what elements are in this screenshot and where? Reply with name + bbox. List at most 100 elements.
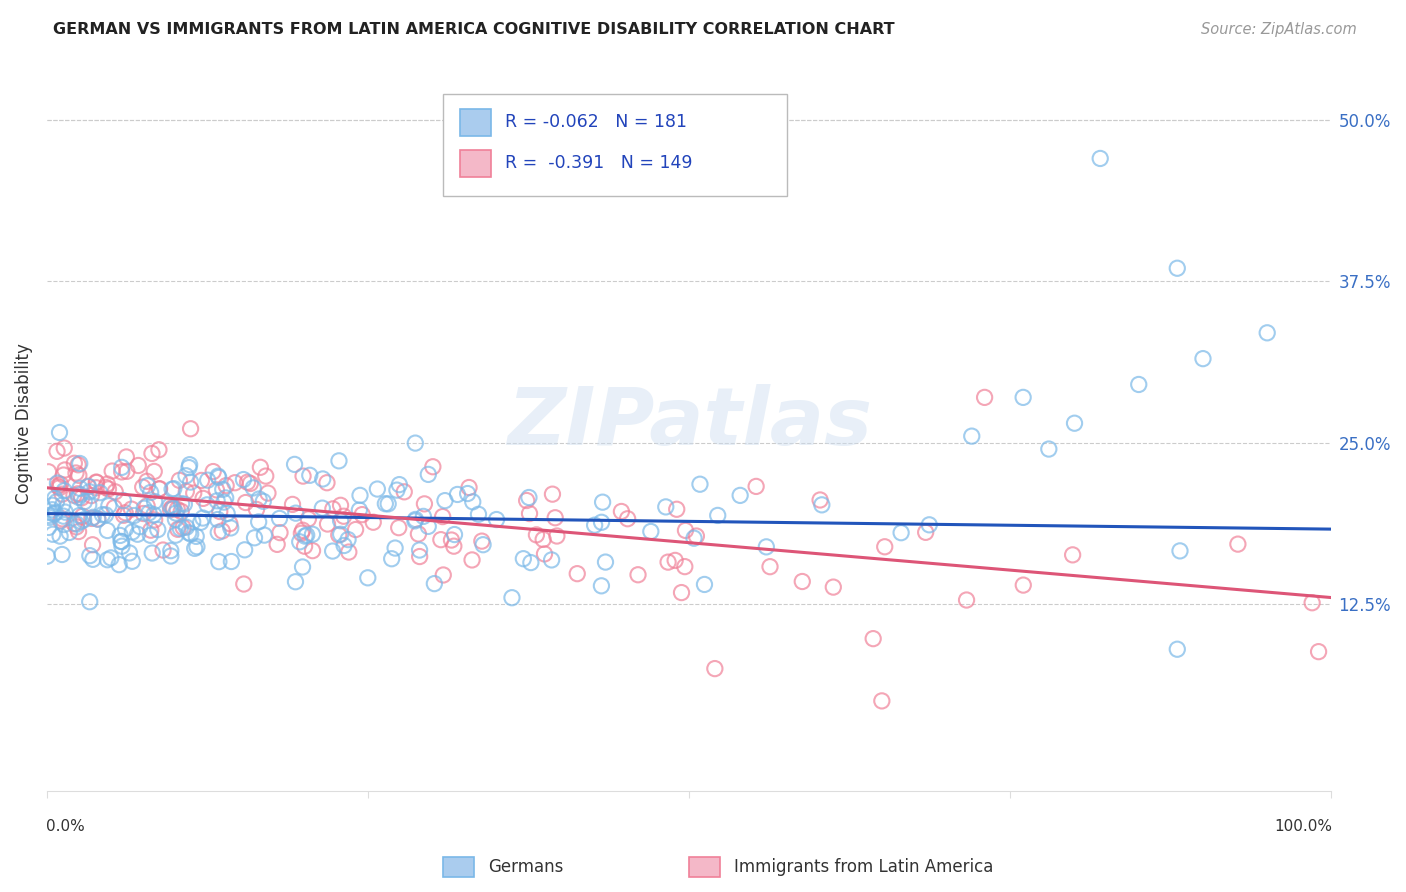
Point (53, 505, 76, 519)
Point (165, 506, 187, 520)
Point (432, 568, 454, 582)
Point (53, 483, 76, 498)
Point (159, 549, 181, 563)
Point (526, 528, 548, 542)
Text: R = -0.062   N = 181: R = -0.062 N = 181 (505, 113, 686, 131)
Point (114, 506, 136, 520)
Point (49, 477, 72, 491)
Point (485, 512, 508, 526)
Point (457, 486, 479, 500)
Point (311, 501, 333, 516)
Point (65, 520, 87, 534)
Point (66, 487, 89, 501)
Point (53, 517, 76, 532)
Point (166, 522, 188, 536)
Point (170, 504, 193, 518)
Point (121, 524, 143, 539)
Point (377, 497, 399, 511)
Point (165, 512, 187, 526)
Point (404, 514, 426, 528)
Point (316, 475, 339, 490)
Point (408, 549, 430, 564)
Point (49, 529, 72, 543)
Point (82, 552, 104, 566)
Point (108, 528, 131, 542)
Point (139, 485, 162, 500)
Point (121, 554, 143, 568)
Point (67, 524, 90, 539)
Point (77, 498, 100, 512)
Point (163, 501, 186, 516)
Point (122, 508, 145, 523)
Point (38, 510, 60, 524)
Point (703, 662, 725, 676)
Point (79, 549, 101, 563)
Point (665, 502, 688, 516)
Point (80, 511, 103, 525)
Point (82, 538, 104, 552)
Point (533, 547, 555, 561)
Point (374, 497, 396, 511)
Point (79, 484, 101, 499)
Point (811, 498, 834, 512)
Point (134, 501, 156, 516)
Point (284, 574, 307, 589)
Point (418, 519, 440, 533)
Point (142, 508, 165, 522)
Point (627, 567, 650, 582)
Point (512, 551, 534, 566)
Point (357, 571, 380, 585)
Point (567, 566, 589, 581)
Point (232, 577, 254, 591)
Point (212, 495, 235, 509)
Point (312, 472, 335, 486)
Point (191, 511, 214, 525)
Point (177, 460, 200, 475)
Point (127, 458, 149, 473)
Point (46, 444, 69, 458)
Point (48, 481, 70, 495)
Point (291, 523, 314, 537)
Point (44, 491, 66, 506)
Point (48, 425, 70, 440)
Point (322, 544, 344, 558)
Point (284, 458, 307, 472)
Point (388, 477, 411, 491)
Point (501, 591, 523, 605)
Point (610, 504, 633, 518)
Point (1128, 377, 1150, 392)
Point (443, 527, 465, 541)
Point (139, 523, 162, 537)
Point (183, 541, 205, 556)
Point (301, 527, 323, 541)
Point (38, 520, 60, 534)
Point (1090, 152, 1112, 166)
Point (94, 508, 117, 522)
Point (67, 468, 90, 483)
Point (344, 523, 367, 537)
Point (97, 482, 120, 496)
Point (1166, 642, 1188, 657)
Point (114, 522, 136, 536)
Point (443, 539, 465, 553)
Point (146, 523, 169, 537)
Point (67, 458, 90, 472)
Point (94, 480, 117, 494)
Point (42, 507, 65, 521)
Point (960, 429, 983, 443)
Point (208, 555, 231, 569)
Point (89, 485, 111, 500)
Point (115, 450, 138, 464)
Point (87, 512, 110, 526)
Point (423, 576, 446, 591)
Point (792, 574, 814, 589)
Point (461, 495, 484, 509)
Point (219, 521, 242, 535)
Point (111, 539, 134, 553)
Point (205, 493, 228, 508)
Point (235, 495, 257, 509)
Point (80, 489, 103, 503)
Point (202, 465, 225, 479)
Point (245, 502, 267, 516)
Point (366, 482, 388, 496)
